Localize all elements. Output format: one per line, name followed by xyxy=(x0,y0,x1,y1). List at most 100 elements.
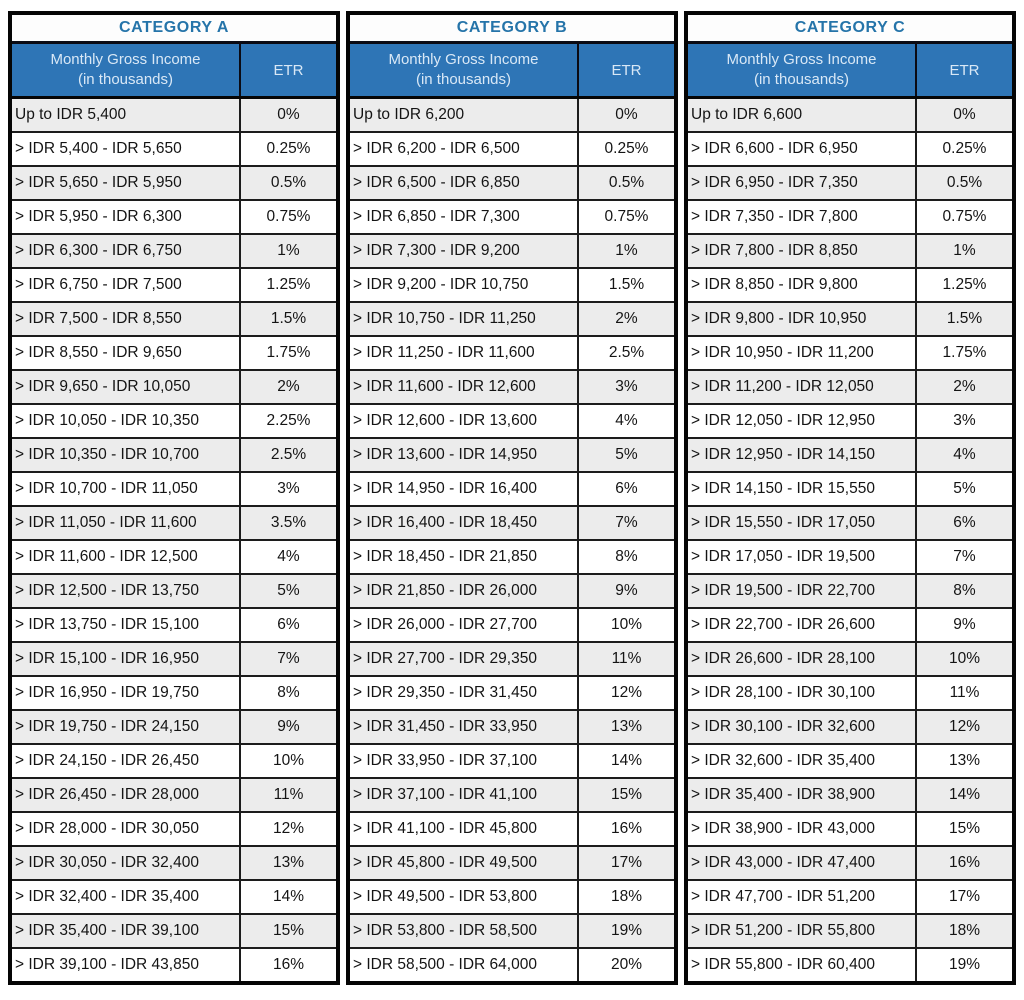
income-range-cell: > IDR 35,400 - IDR 39,100 xyxy=(12,915,241,947)
income-range-cell: > IDR 26,450 - IDR 28,000 xyxy=(12,779,241,811)
category-c-table: CATEGORY C Monthly Gross Income (in thou… xyxy=(684,11,1016,985)
table-row: > IDR 38,900 - IDR 43,000 15% xyxy=(688,813,1012,847)
etr-cell: 15% xyxy=(272,922,305,939)
etr-cell: 1.5% xyxy=(608,276,645,293)
table-row: > IDR 28,000 - IDR 30,050 12% xyxy=(12,813,336,847)
table-row: > IDR 7,800 - IDR 8,850 1% xyxy=(688,235,1012,269)
income-column-header: Monthly Gross Income (in thousands) xyxy=(350,44,579,96)
etr-cell: 5% xyxy=(277,582,300,599)
table-row: > IDR 49,500 - IDR 53,800 18% xyxy=(350,881,674,915)
table-row: > IDR 19,500 - IDR 22,700 8% xyxy=(688,575,1012,609)
table-row: > IDR 16,950 - IDR 19,750 8% xyxy=(12,677,336,711)
etr-cell: 0.25% xyxy=(942,140,987,157)
etr-cell: 1.25% xyxy=(942,276,987,293)
income-range-cell: > IDR 16,950 - IDR 19,750 xyxy=(12,677,241,709)
etr-cell: 4% xyxy=(953,446,976,463)
income-range-cell: Up to IDR 5,400 xyxy=(12,99,241,131)
income-range-cell: > IDR 32,400 - IDR 35,400 xyxy=(12,881,241,913)
income-range-cell: > IDR 24,150 - IDR 26,450 xyxy=(12,745,241,777)
etr-cell: 2.5% xyxy=(608,344,645,361)
income-column-header: Monthly Gross Income (in thousands) xyxy=(688,44,917,96)
income-range-cell: > IDR 11,200 - IDR 12,050 xyxy=(688,371,917,403)
etr-cell: 14% xyxy=(610,752,643,769)
income-range-cell: > IDR 51,200 - IDR 55,800 xyxy=(688,915,917,947)
etr-cell: 5% xyxy=(615,446,638,463)
etr-cell: 1% xyxy=(615,242,638,259)
income-range-cell: > IDR 13,750 - IDR 15,100 xyxy=(12,609,241,641)
etr-cell: 13% xyxy=(948,752,981,769)
income-range-cell: > IDR 9,650 - IDR 10,050 xyxy=(12,371,241,403)
etr-cell: 4% xyxy=(277,548,300,565)
etr-cell: 8% xyxy=(277,684,300,701)
income-range-cell: > IDR 55,800 - IDR 60,400 xyxy=(688,949,917,981)
etr-cell: 2% xyxy=(615,310,638,327)
income-range-cell: > IDR 14,950 - IDR 16,400 xyxy=(350,473,579,505)
income-range-cell: > IDR 58,500 - IDR 64,000 xyxy=(350,949,579,981)
etr-cell: 11% xyxy=(949,684,980,701)
income-range-cell: > IDR 5,400 - IDR 5,650 xyxy=(12,133,241,165)
column-header-row: Monthly Gross Income (in thousands) ETR xyxy=(12,44,336,99)
income-range-cell: > IDR 6,200 - IDR 6,500 xyxy=(350,133,579,165)
income-range-cell: > IDR 22,700 - IDR 26,600 xyxy=(688,609,917,641)
table-row: > IDR 9,200 - IDR 10,750 1.5% xyxy=(350,269,674,303)
etr-cell: 0.75% xyxy=(604,208,649,225)
etr-cell: 2% xyxy=(277,378,300,395)
etr-cell: 6% xyxy=(277,616,300,633)
etr-cell: 4% xyxy=(615,412,638,429)
etr-cell: 0.5% xyxy=(608,174,645,191)
table-row: > IDR 10,700 - IDR 11,050 3% xyxy=(12,473,336,507)
etr-cell: 3% xyxy=(277,480,300,497)
table-row: > IDR 26,450 - IDR 28,000 11% xyxy=(12,779,336,813)
income-range-cell: > IDR 30,050 - IDR 32,400 xyxy=(12,847,241,879)
etr-cell: 17% xyxy=(610,854,643,871)
etr-cell: 10% xyxy=(272,752,305,769)
income-range-cell: > IDR 10,750 - IDR 11,250 xyxy=(350,303,579,335)
etr-cell: 1% xyxy=(953,242,976,259)
income-range-cell: > IDR 53,800 - IDR 58,500 xyxy=(350,915,579,947)
income-range-cell: > IDR 9,200 - IDR 10,750 xyxy=(350,269,579,301)
income-range-cell: > IDR 10,700 - IDR 11,050 xyxy=(12,473,241,505)
etr-cell: 1.5% xyxy=(270,310,307,327)
etr-cell: 6% xyxy=(615,480,638,497)
income-range-cell: > IDR 6,750 - IDR 7,500 xyxy=(12,269,241,301)
table-row: > IDR 37,100 - IDR 41,100 15% xyxy=(350,779,674,813)
etr-cell: 1.25% xyxy=(266,276,311,293)
income-range-cell: > IDR 26,000 - IDR 27,700 xyxy=(350,609,579,641)
income-range-cell: > IDR 43,000 - IDR 47,400 xyxy=(688,847,917,879)
table-row: > IDR 10,750 - IDR 11,250 2% xyxy=(350,303,674,337)
income-range-cell: > IDR 10,350 - IDR 10,700 xyxy=(12,439,241,471)
table-row: > IDR 32,600 - IDR 35,400 13% xyxy=(688,745,1012,779)
income-range-cell: > IDR 5,650 - IDR 5,950 xyxy=(12,167,241,199)
table-row: > IDR 7,350 - IDR 7,800 0.75% xyxy=(688,201,1012,235)
income-header-line2: (in thousands) xyxy=(753,71,850,88)
table-row: Up to IDR 5,400 0% xyxy=(12,99,336,133)
table-row: > IDR 35,400 - IDR 39,100 15% xyxy=(12,915,336,949)
table-row: > IDR 39,100 - IDR 43,850 16% xyxy=(12,949,336,981)
table-row: > IDR 6,200 - IDR 6,500 0.25% xyxy=(350,133,674,167)
etr-cell: 2.5% xyxy=(270,446,307,463)
table-row: > IDR 12,050 - IDR 12,950 3% xyxy=(688,405,1012,439)
income-range-cell: > IDR 11,050 - IDR 11,600 xyxy=(12,507,241,539)
income-range-cell: > IDR 6,600 - IDR 6,950 xyxy=(688,133,917,165)
etr-cell: 1.75% xyxy=(266,344,311,361)
etr-cell: 3% xyxy=(953,412,976,429)
table-row: > IDR 6,750 - IDR 7,500 1.25% xyxy=(12,269,336,303)
income-range-cell: > IDR 8,550 - IDR 9,650 xyxy=(12,337,241,369)
table-row: > IDR 13,750 - IDR 15,100 6% xyxy=(12,609,336,643)
table-row: > IDR 32,400 - IDR 35,400 14% xyxy=(12,881,336,915)
income-range-cell: > IDR 21,850 - IDR 26,000 xyxy=(350,575,579,607)
table-row: > IDR 17,050 - IDR 19,500 7% xyxy=(688,541,1012,575)
income-range-cell: > IDR 28,000 - IDR 30,050 xyxy=(12,813,241,845)
income-range-cell: > IDR 9,800 - IDR 10,950 xyxy=(688,303,917,335)
income-range-cell: > IDR 12,050 - IDR 12,950 xyxy=(688,405,917,437)
etr-cell: 0.5% xyxy=(270,174,307,191)
table-row: > IDR 10,950 - IDR 11,200 1.75% xyxy=(688,337,1012,371)
etr-cell: 7% xyxy=(953,548,976,565)
income-range-cell: > IDR 7,800 - IDR 8,850 xyxy=(688,235,917,267)
income-range-cell: > IDR 27,700 - IDR 29,350 xyxy=(350,643,579,675)
income-header-line2: (in thousands) xyxy=(77,71,174,88)
column-header-row: Monthly Gross Income (in thousands) ETR xyxy=(350,44,674,99)
income-range-cell: > IDR 5,950 - IDR 6,300 xyxy=(12,201,241,233)
table-row: > IDR 33,950 - IDR 37,100 14% xyxy=(350,745,674,779)
